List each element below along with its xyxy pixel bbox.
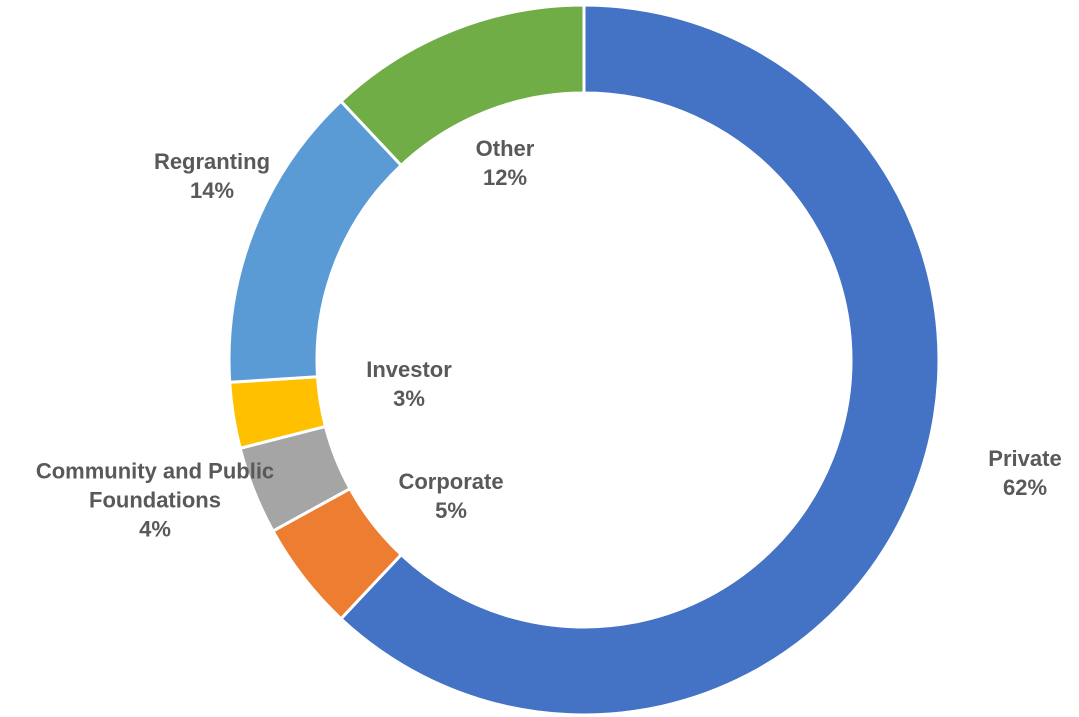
label-value: 4%: [139, 516, 171, 542]
segment-label: Other 12%: [476, 134, 535, 192]
label-name: Other: [475, 136, 535, 161]
segment-label: Private 62%: [988, 444, 1061, 502]
donut-segment: [338, 3, 941, 717]
donut-segment: [338, 3, 586, 168]
label-value: 14%: [189, 178, 235, 203]
segment-label: Corporate 5%: [398, 467, 503, 525]
label-value: 12%: [482, 165, 528, 190]
label-value: 62%: [1002, 475, 1048, 500]
label-value: 3%: [393, 386, 425, 411]
label-name: Private: [988, 446, 1062, 471]
label-name: Investor: [366, 357, 452, 382]
segment-label: Regranting 14%: [154, 147, 270, 205]
label-value: 5%: [435, 498, 467, 523]
label-name: Regranting: [153, 149, 271, 174]
label-name: Community and Public Foundations: [35, 458, 275, 513]
label-name: Corporate: [398, 469, 504, 494]
donut-segment: [227, 99, 404, 384]
segment-label: Investor 3%: [366, 355, 452, 413]
segment-label: Community and Public Foundations 4%: [5, 457, 305, 544]
